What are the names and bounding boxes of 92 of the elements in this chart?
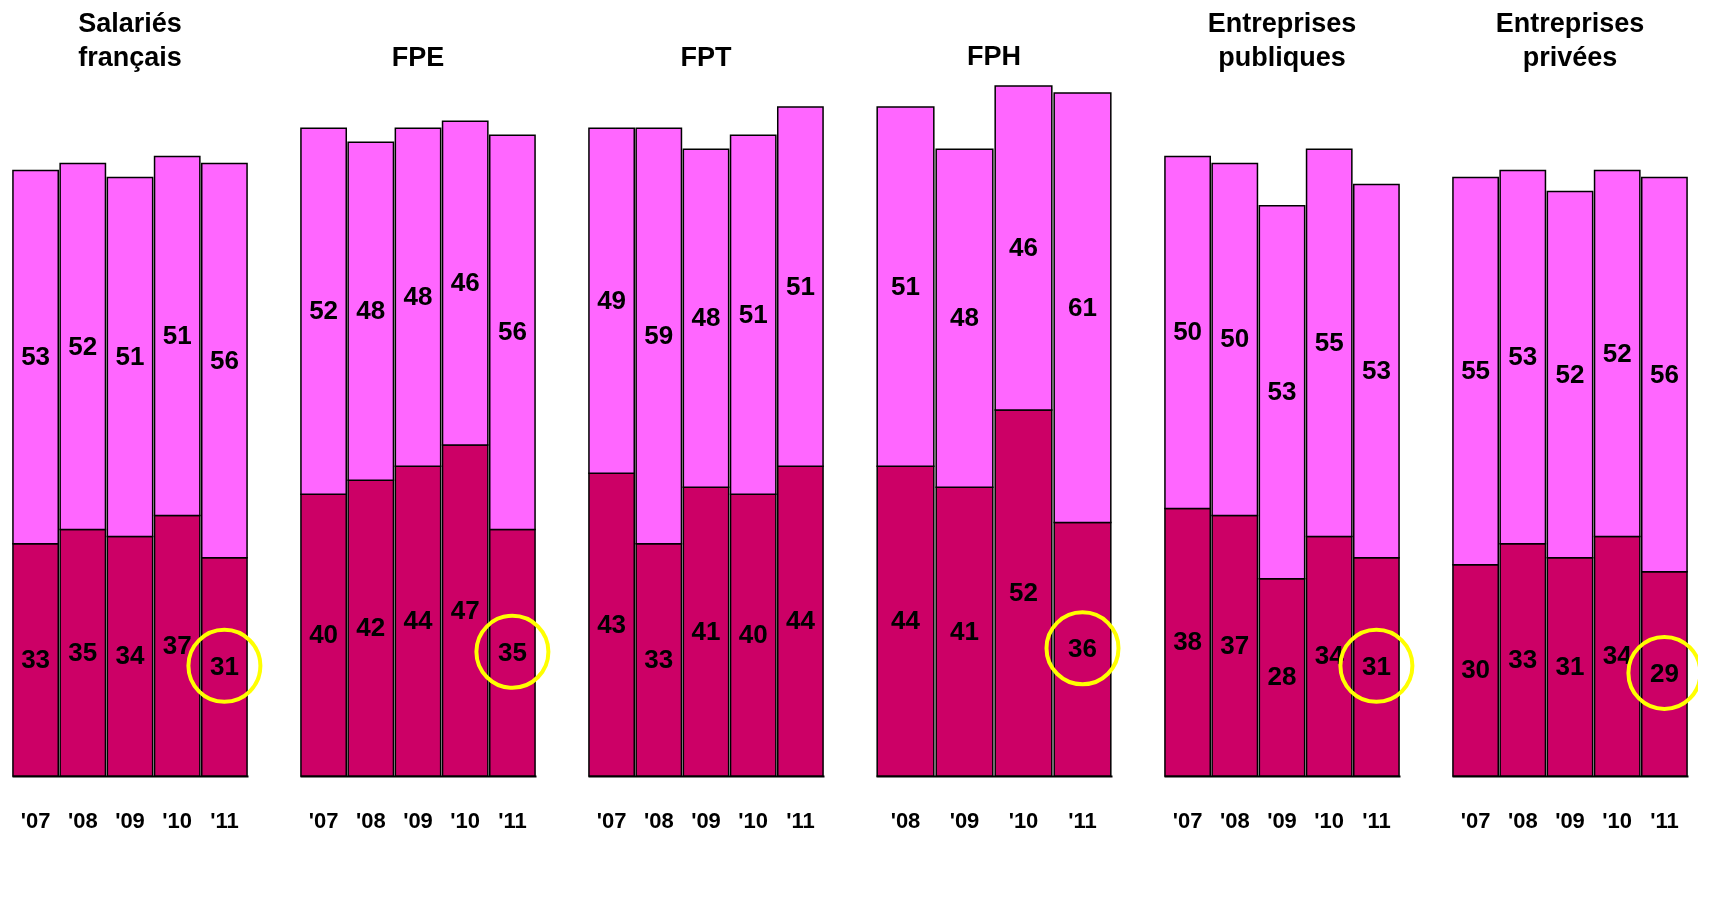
x-tick-label: '09 <box>115 807 145 833</box>
data-label: 56 <box>209 344 239 375</box>
data-label: 52 <box>1009 576 1038 607</box>
data-label: 41 <box>950 615 979 646</box>
data-label: 48 <box>403 281 433 312</box>
x-tick-label: '08 <box>67 807 98 833</box>
data-label: 51 <box>891 270 920 301</box>
data-label: 53 <box>21 341 51 372</box>
x-tick-label: '10 <box>450 807 481 833</box>
data-label: 31 <box>209 650 239 681</box>
data-label: 36 <box>1068 633 1097 664</box>
x-tick-label: '11 <box>1650 807 1679 833</box>
x-tick-label: '11 <box>1362 807 1391 833</box>
data-label: 31 <box>1361 650 1391 681</box>
data-label: 34 <box>115 640 145 671</box>
data-label: 48 <box>691 302 721 333</box>
data-label: 61 <box>1068 291 1097 322</box>
data-label: 29 <box>1649 657 1679 688</box>
x-tick-label: '07 <box>1460 807 1491 833</box>
data-label: 44 <box>403 605 433 636</box>
data-label: 44 <box>891 605 921 636</box>
x-tick-label: '08 <box>890 807 921 833</box>
x-tick-label: '11 <box>1068 807 1097 833</box>
data-label: 51 <box>738 298 768 329</box>
data-label: 56 <box>1649 358 1679 389</box>
data-label: 30 <box>1461 654 1491 685</box>
data-label: 56 <box>497 316 527 347</box>
data-label: 37 <box>162 629 192 660</box>
data-label: 55 <box>1314 326 1344 357</box>
data-label: 46 <box>1009 231 1038 262</box>
data-label: 34 <box>1602 640 1633 671</box>
x-tick-label: '10 <box>162 807 193 833</box>
data-label: 53 <box>1508 341 1538 372</box>
x-tick-label: '07 <box>1172 807 1203 833</box>
data-label: 51 <box>115 341 145 372</box>
data-label: 49 <box>597 284 627 315</box>
data-label: 44 <box>785 605 816 636</box>
x-tick-label: '09 <box>403 807 433 833</box>
data-label: 48 <box>950 302 979 333</box>
chart-title: Entreprises publiques <box>1207 8 1357 72</box>
data-label: 55 <box>1461 355 1491 386</box>
data-label: 46 <box>450 267 480 298</box>
data-label: 50 <box>1220 323 1250 354</box>
chart-title: Salariés français <box>78 8 182 72</box>
x-tick-label: '10 <box>738 807 769 833</box>
data-label: 31 <box>1555 650 1585 681</box>
x-tick-label: '08 <box>643 807 674 833</box>
x-tick-label: '08 <box>355 807 386 833</box>
data-label: 52 <box>1602 337 1632 368</box>
x-tick-label: '08 <box>1219 807 1250 833</box>
data-label: 33 <box>1508 643 1538 674</box>
data-label: 43 <box>597 608 627 639</box>
x-tick-label: '10 <box>1314 807 1345 833</box>
chart-title: FPT <box>680 42 732 72</box>
data-label: 52 <box>68 330 98 361</box>
data-label: 59 <box>644 319 674 350</box>
x-tick-label: '09 <box>949 807 980 833</box>
data-label: 51 <box>162 319 192 350</box>
x-tick-label: '09 <box>691 807 721 833</box>
data-label: 53 <box>1267 376 1297 407</box>
data-label: 33 <box>21 643 51 674</box>
data-label: 47 <box>450 594 480 625</box>
data-label: 52 <box>1555 358 1585 389</box>
x-tick-label: '07 <box>308 807 339 833</box>
x-tick-label: '07 <box>596 807 627 833</box>
data-label: 37 <box>1220 629 1250 660</box>
data-label: 50 <box>1173 316 1203 347</box>
x-tick-label: '08 <box>1507 807 1538 833</box>
x-tick-label: '09 <box>1267 807 1297 833</box>
x-tick-label: '11 <box>210 807 239 833</box>
data-label: 42 <box>356 612 386 643</box>
x-tick-label: '10 <box>1008 807 1039 833</box>
x-tick-label: '07 <box>20 807 51 833</box>
data-label: 48 <box>356 295 386 326</box>
data-label: 52 <box>309 295 339 326</box>
data-label: 35 <box>497 636 527 667</box>
data-label: 41 <box>691 615 721 646</box>
chart-title: Entreprises privées <box>1495 8 1645 72</box>
data-label: 35 <box>68 636 98 667</box>
data-label: 28 <box>1267 661 1297 692</box>
data-label: 53 <box>1361 355 1391 386</box>
x-tick-label: '09 <box>1555 807 1585 833</box>
x-tick-label: '11 <box>498 807 527 833</box>
data-label: 38 <box>1173 626 1203 657</box>
x-tick-label: '11 <box>786 807 815 833</box>
x-tick-label: '10 <box>1602 807 1633 833</box>
data-label: 40 <box>738 619 768 650</box>
data-label: 40 <box>309 619 339 650</box>
data-label: 33 <box>644 643 674 674</box>
data-label: 51 <box>785 270 815 301</box>
chart-title: FPE <box>391 42 445 72</box>
chart-title: FPH <box>967 41 1021 72</box>
